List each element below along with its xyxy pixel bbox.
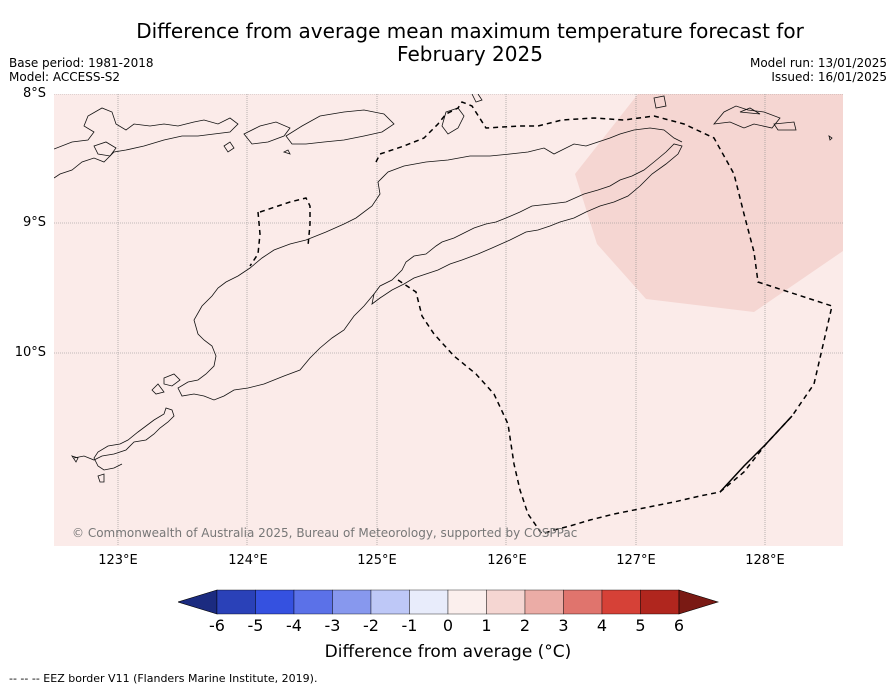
colorbar-tick-label: 1 <box>481 616 492 635</box>
colorbar-cell <box>409 589 449 615</box>
coastlines <box>54 94 833 483</box>
colorbar <box>178 589 720 615</box>
lat-label-9s: 9°S <box>22 215 46 230</box>
issued-date: Issued: 16/01/2025 <box>771 70 887 84</box>
lon-label-124e: 124°E <box>228 553 268 568</box>
lon-label-126e: 126°E <box>487 553 527 568</box>
base-period: Base period: 1981-2018 <box>9 56 154 70</box>
map-panel <box>54 94 843 546</box>
meta-right: Model run: 13/01/2025 Issued: 16/01/2025 <box>750 56 887 84</box>
colorbar-tick-label: 6 <box>673 616 685 635</box>
colorbar-tick-label: 5 <box>635 616 646 635</box>
colorbar-tick-label: 4 <box>596 616 608 635</box>
title-line-2: February 2025 <box>397 42 543 66</box>
colorbar-tick-label: -2 <box>363 616 379 635</box>
colorbar-tick-label: -1 <box>401 616 418 635</box>
eez-border-solid <box>719 415 793 493</box>
lat-label-10s: 10°S <box>14 345 46 360</box>
colorbar-tick-label: 2 <box>519 616 531 635</box>
lat-label-8s: 8°S <box>22 86 46 101</box>
colorbar-cell <box>524 589 564 615</box>
colorbar-cell <box>332 589 372 615</box>
colorbar-cell <box>640 589 680 615</box>
colorbar-label: Difference from average (°C) <box>324 642 572 662</box>
colorbar-extend-high <box>678 589 720 615</box>
graticule <box>54 94 843 546</box>
map-canvas <box>54 94 843 546</box>
colorbar-cell <box>216 589 256 615</box>
model-run: Model run: 13/01/2025 <box>749 56 887 70</box>
anomaly-region-1-2 <box>575 94 843 312</box>
copyright-notice: © Commonwealth of Australia 2025, Bureau… <box>72 526 578 540</box>
colorbar-tick-label: -3 <box>324 616 341 635</box>
colorbar-cell <box>255 589 295 615</box>
colorbar-cell <box>370 589 410 615</box>
colorbar-cell <box>447 589 487 615</box>
page-title: Difference from average mean maximum tem… <box>0 20 896 66</box>
meta-left: Base period: 1981-2018 Model: ACCESS-S2 <box>9 56 154 84</box>
colorbar-tick-label: -5 <box>247 616 264 635</box>
lon-label-123e: 123°E <box>98 553 138 568</box>
colorbar-cell <box>563 589 603 615</box>
lon-label-127e: 127°E <box>616 553 656 568</box>
eez-border <box>249 101 833 535</box>
colorbar-tick-label: -4 <box>286 616 302 635</box>
lon-label-125e: 125°E <box>357 553 397 568</box>
colorbar-cell <box>601 589 641 615</box>
colorbar-tick-label: 0 <box>442 616 454 635</box>
colorbar-tick-label: -6 <box>209 616 225 635</box>
colorbar-extend-low <box>178 589 218 615</box>
lon-label-128e: 128°E <box>745 553 785 568</box>
colorbar-tick-label: 3 <box>558 616 569 635</box>
colorbar-cell <box>293 589 333 615</box>
eez-note: -- -- -- EEZ border V11 (Flanders Marine… <box>9 672 318 685</box>
model-name: Model: ACCESS-S2 <box>9 70 121 84</box>
colorbar-cell <box>486 589 526 615</box>
title-line-1: Difference from average mean maximum tem… <box>136 19 804 43</box>
